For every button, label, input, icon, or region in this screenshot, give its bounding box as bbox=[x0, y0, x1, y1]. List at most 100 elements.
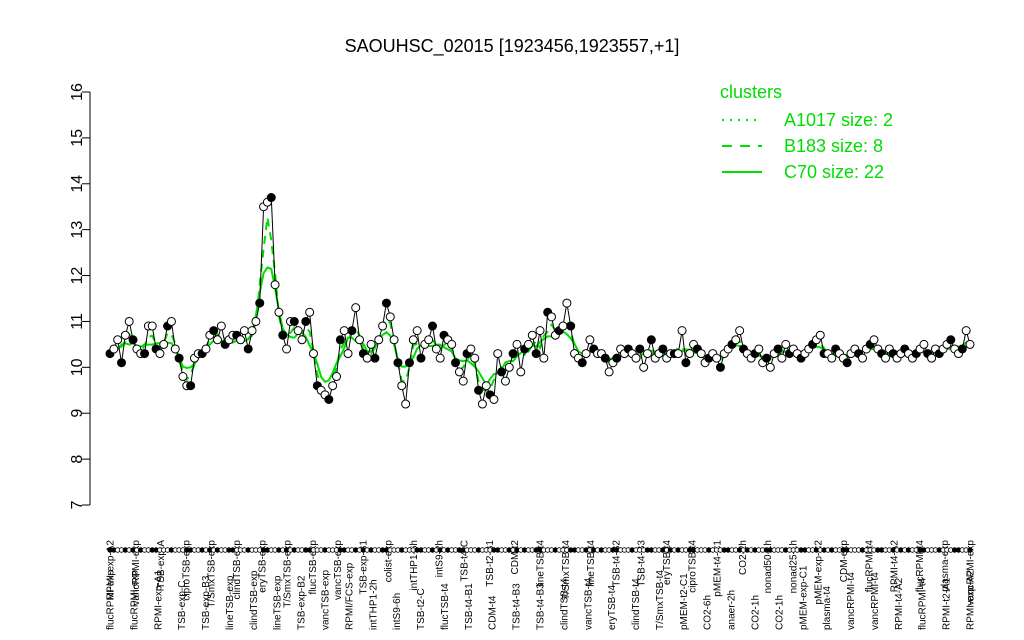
x-label-bottom: flucRPMI-t4 bbox=[918, 577, 929, 630]
x-label-top: T/SmxTSB-exp bbox=[283, 540, 294, 608]
y-axis: 7 8 9 10 11 12 13 14 15 16 bbox=[69, 83, 91, 509]
data-point bbox=[547, 312, 557, 322]
data-point bbox=[842, 358, 852, 368]
x-label-bottom: eryTSB-t4 bbox=[607, 585, 618, 630]
x-label-top: intTHP1-6h bbox=[409, 540, 420, 591]
x-label-top: T/SmxTSB-t4 bbox=[561, 540, 572, 600]
data-point bbox=[531, 349, 541, 359]
x-label-top: pMEM-t4-C1 bbox=[713, 540, 724, 597]
x-label-bottom: pMEM-t2-C1 bbox=[679, 573, 690, 630]
data-point bbox=[404, 358, 414, 368]
data-point bbox=[489, 394, 499, 404]
data-point bbox=[451, 358, 461, 368]
data-point bbox=[527, 330, 537, 340]
x-label-top: ciproTSB-exp bbox=[181, 540, 192, 601]
data-point bbox=[278, 330, 288, 340]
y-tick-label: 9 bbox=[69, 409, 86, 418]
data-point bbox=[781, 339, 791, 349]
data-point bbox=[466, 344, 476, 354]
data-point bbox=[858, 353, 867, 363]
data-point bbox=[255, 298, 265, 308]
data-point bbox=[946, 335, 956, 345]
data-point bbox=[213, 335, 222, 345]
x-label-bottom: clindTSB-t4 bbox=[631, 578, 642, 630]
x-label-top: lineTSB-t4 bbox=[536, 540, 547, 587]
sample-dot bbox=[967, 547, 973, 553]
data-point bbox=[247, 326, 257, 336]
data-point bbox=[140, 349, 150, 359]
x-labels-top: RPMI-exp-A2 vancRPMI-exp TSB-exp-A ciproTSB… bbox=[106, 540, 977, 608]
data-point bbox=[754, 344, 764, 354]
data-point bbox=[677, 326, 687, 336]
x-label-top: flucRPMI-t4 bbox=[864, 540, 875, 593]
data-point bbox=[266, 193, 276, 203]
data-point bbox=[869, 335, 879, 345]
data-point bbox=[827, 353, 837, 363]
x-labels-bottom: flucRPMI-exp flucRPMI-exp RPMI-exp-A1 TSB-e… bbox=[106, 562, 977, 630]
data-point bbox=[282, 344, 292, 354]
data-point bbox=[374, 335, 384, 345]
x-label-top: RPMI-t4-A2 bbox=[890, 540, 901, 593]
data-point bbox=[512, 339, 522, 349]
x-label-bottom: flucTSB-t4 bbox=[440, 583, 451, 630]
y-tick-label: 10 bbox=[69, 358, 86, 376]
data-point bbox=[113, 335, 123, 345]
x-label-bottom: RPMI-t2-A1 bbox=[942, 577, 953, 630]
data-point bbox=[765, 362, 775, 372]
data-point bbox=[186, 381, 196, 391]
data-point bbox=[639, 362, 649, 372]
data-point bbox=[696, 349, 706, 359]
data-point bbox=[508, 349, 518, 359]
data-point bbox=[643, 349, 652, 359]
x-label-bottom: CO2-6h bbox=[703, 595, 714, 630]
data-point bbox=[685, 349, 695, 359]
data-point bbox=[658, 344, 668, 354]
data-point bbox=[117, 358, 127, 368]
x-label-top: T/SmxTSB-exp bbox=[207, 540, 218, 608]
data-point bbox=[401, 399, 411, 409]
data-point bbox=[681, 358, 691, 368]
data-point bbox=[297, 335, 307, 345]
data-point bbox=[147, 321, 157, 331]
legend-label: C70 size: 22 bbox=[784, 162, 884, 182]
data-point bbox=[735, 326, 745, 336]
data-point bbox=[481, 381, 491, 391]
data-point bbox=[381, 298, 391, 308]
chart-title: SAOUHSC_02015 [1923456,1923557,+1] bbox=[345, 36, 680, 57]
x-label-bottom: pMEM-exp-C1 bbox=[798, 565, 809, 630]
data-point bbox=[109, 344, 119, 354]
x-label-bottom: CO2-1h bbox=[751, 595, 762, 630]
x-label-bottom: TSB-exp-B3 bbox=[201, 575, 212, 630]
y-tick-label: 12 bbox=[69, 267, 86, 285]
y-tick-label: 13 bbox=[69, 221, 86, 239]
data-point bbox=[397, 381, 407, 391]
data-point bbox=[957, 344, 967, 354]
x-label-top: intS9-2h bbox=[434, 540, 445, 577]
x-label-bottom: T/SmxTSB-t4 bbox=[655, 570, 666, 630]
data-point bbox=[612, 353, 622, 363]
data-point bbox=[646, 335, 656, 345]
data-point bbox=[166, 316, 176, 326]
y-tick-label: 11 bbox=[69, 313, 86, 330]
x-label-bottom: vancTSB-t4 bbox=[583, 577, 594, 630]
data-point bbox=[324, 394, 334, 404]
data-point bbox=[673, 349, 683, 359]
data-point bbox=[881, 353, 891, 363]
data-point bbox=[355, 335, 365, 345]
data-point bbox=[762, 353, 772, 363]
x-label-bottom: TSB-t4-B3 bbox=[512, 583, 523, 630]
x-label-top: eryTSB-exp bbox=[257, 540, 268, 593]
cluster-line-b183 bbox=[109, 217, 971, 392]
data-point bbox=[209, 326, 219, 336]
x-label-bottom: CDM-t4 bbox=[488, 595, 499, 630]
x-label-top: pMEM-exp-C2 bbox=[814, 540, 825, 605]
x-label-bottom: plasma-t4 bbox=[822, 586, 833, 630]
data-point bbox=[274, 307, 284, 317]
x-label-bottom: TSB-exp-B2 bbox=[297, 575, 308, 630]
data-point bbox=[347, 326, 357, 336]
data-point bbox=[289, 316, 299, 326]
x-label-bottom: flucRPMI-exp bbox=[106, 570, 117, 630]
data-point bbox=[458, 376, 468, 386]
data-point bbox=[447, 339, 457, 349]
data-point bbox=[335, 335, 345, 345]
